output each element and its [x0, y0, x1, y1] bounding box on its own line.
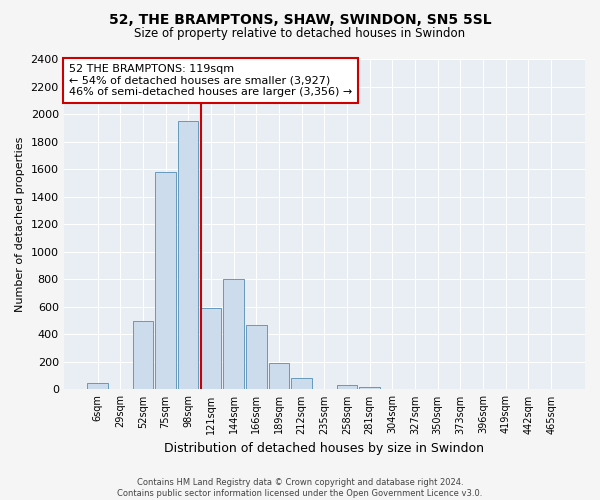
Bar: [178, 121, 199, 390]
Text: Size of property relative to detached houses in Swindon: Size of property relative to detached ho…: [134, 28, 466, 40]
Bar: [269, 362, 289, 390]
Bar: [292, 378, 312, 390]
Text: 52, THE BRAMPTONS, SHAW, SWINDON, SN5 5SL: 52, THE BRAMPTONS, SHAW, SWINDON, SN5 5S…: [109, 12, 491, 26]
Bar: [155, 172, 176, 390]
Bar: [246, 324, 266, 390]
Bar: [88, 382, 108, 390]
X-axis label: Distribution of detached houses by size in Swindon: Distribution of detached houses by size …: [164, 442, 484, 455]
Bar: [223, 280, 244, 390]
Text: 52 THE BRAMPTONS: 119sqm
← 54% of detached houses are smaller (3,927)
46% of sem: 52 THE BRAMPTONS: 119sqm ← 54% of detach…: [69, 64, 352, 97]
Y-axis label: Number of detached properties: Number of detached properties: [15, 136, 25, 312]
Text: Contains HM Land Registry data © Crown copyright and database right 2024.
Contai: Contains HM Land Registry data © Crown c…: [118, 478, 482, 498]
Bar: [337, 386, 357, 390]
Bar: [201, 308, 221, 390]
Bar: [133, 320, 153, 390]
Bar: [359, 386, 380, 390]
